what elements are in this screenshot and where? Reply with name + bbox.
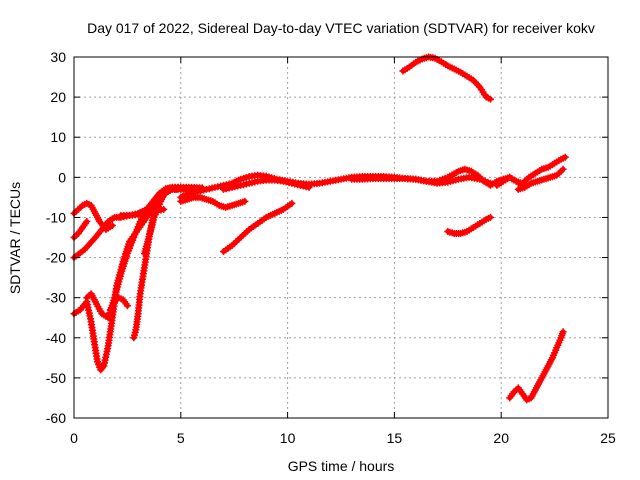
axis-ticks	[73, 56, 609, 419]
series-markers	[399, 53, 494, 103]
series-track-6	[106, 294, 131, 314]
series-markers	[444, 213, 494, 237]
series-markers	[177, 165, 527, 201]
y-tick-label: 10	[50, 129, 66, 145]
series-track-18	[514, 165, 567, 193]
x-tick-label: 20	[493, 430, 509, 446]
series-track-10	[177, 165, 527, 201]
series-track-17	[493, 153, 569, 189]
x-tick-label: 25	[600, 430, 616, 446]
series-track-8	[141, 185, 180, 257]
series-markers	[348, 173, 494, 187]
data-series	[70, 53, 569, 404]
y-tick-label: 30	[50, 49, 66, 65]
plot-frame	[73, 56, 609, 419]
y-axis-label: SDTVAR / TECUs	[7, 182, 23, 294]
x-axis-label: GPS time / hours	[288, 458, 395, 474]
y-tick-label: 20	[50, 89, 66, 105]
series-track-15	[399, 53, 494, 103]
x-tick-label: 15	[387, 430, 403, 446]
y-tick-label: -20	[46, 250, 66, 266]
x-tick-label: 10	[280, 430, 296, 446]
series-track-3	[70, 218, 91, 241]
y-tick-label: -10	[46, 209, 66, 225]
series-markers	[220, 199, 296, 255]
series-track-1	[70, 199, 116, 233]
grid	[74, 57, 608, 418]
series-markers	[70, 199, 116, 233]
y-tick-label: -40	[46, 330, 66, 346]
series-markers	[70, 218, 91, 241]
series-markers	[506, 328, 567, 404]
series-markers	[514, 165, 567, 193]
x-tick-label: 5	[177, 430, 185, 446]
x-tick-labels: 0 5 10 15 20 25	[70, 430, 616, 446]
series-track-16	[444, 213, 494, 237]
x-tick-label: 0	[70, 430, 78, 446]
series-markers	[177, 193, 249, 211]
series-track-19	[506, 328, 567, 404]
y-tick-labels: -60 -50 -40 -30 -20 -10 0 10 20 30	[46, 49, 66, 426]
series-track-12	[348, 173, 494, 187]
series-markers	[106, 294, 131, 314]
series-markers	[493, 153, 569, 189]
chart-title: Day 017 of 2022, Sidereal Day-to-day VTE…	[87, 20, 595, 36]
y-tick-label: -50	[46, 370, 66, 386]
series-track-11	[220, 176, 313, 193]
series-track-9	[117, 205, 168, 219]
y-tick-label: 0	[58, 169, 66, 185]
series-markers	[220, 176, 313, 193]
series-markers	[117, 205, 168, 219]
y-tick-label: -60	[46, 410, 66, 426]
y-tick-label: -30	[46, 290, 66, 306]
series-track-14	[220, 199, 296, 255]
series-track-13	[177, 193, 249, 211]
